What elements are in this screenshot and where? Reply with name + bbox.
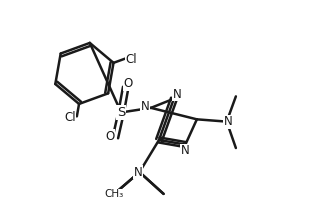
Text: N: N [141,100,149,113]
Text: Cl: Cl [64,111,76,124]
Text: N: N [134,166,143,179]
Text: O: O [105,130,114,143]
Text: N: N [173,88,182,100]
Text: N: N [224,115,232,128]
Text: CH₃: CH₃ [104,189,123,199]
Text: S: S [117,106,125,119]
Text: Cl: Cl [125,53,137,66]
Text: O: O [123,77,133,90]
Text: N: N [181,145,190,157]
